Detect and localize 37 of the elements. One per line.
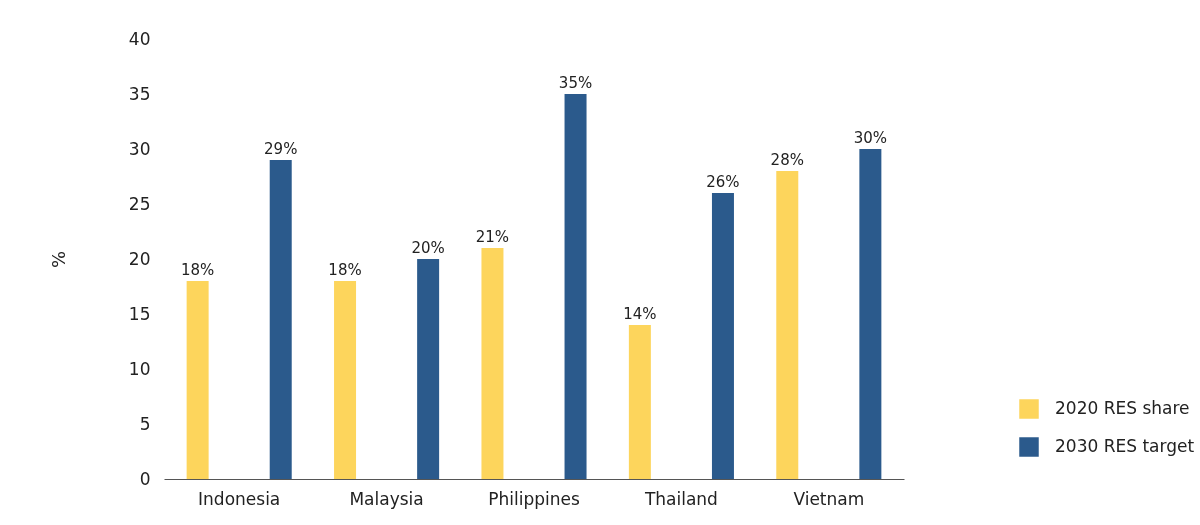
y-tick-label: 35 (128, 83, 151, 104)
bar (711, 193, 734, 479)
y-tick-label: 0 (139, 468, 151, 489)
data-label: 28% (770, 151, 804, 169)
y-tick-label: 30 (128, 138, 151, 159)
bar (417, 259, 440, 479)
y-tick-label: 40 (128, 28, 151, 49)
x-tick-label: Vietnam (793, 488, 865, 509)
x-tick-label: Thailand (643, 488, 718, 509)
x-tick-label: Malaysia (349, 488, 424, 509)
bar (269, 160, 292, 479)
y-tick-label: 15 (128, 303, 151, 324)
legend-label: 2020 RES share (1055, 398, 1190, 418)
y-tick-label: 25 (128, 193, 151, 214)
data-label: 29% (264, 140, 298, 158)
data-label: 14% (623, 305, 657, 323)
data-label: 18% (180, 261, 215, 279)
bar (776, 171, 799, 479)
bar (186, 281, 209, 479)
x-tick-label: Indonesia (198, 488, 281, 509)
x-tick-label: Philippines (488, 488, 580, 509)
bar (481, 248, 504, 479)
y-axis-title: % (47, 250, 69, 269)
data-label: 30% (853, 129, 888, 147)
y-tick-label: 10 (128, 358, 151, 379)
y-tick-label: 5 (139, 413, 151, 434)
bar (628, 325, 651, 479)
data-label: 26% (706, 173, 740, 191)
bar (859, 149, 882, 479)
data-label: 20% (411, 239, 445, 257)
legend-label: 2030 RES target (1055, 436, 1195, 456)
data-label: 18% (328, 261, 362, 279)
bar (564, 94, 587, 479)
data-label: 35% (558, 74, 593, 92)
data-label: 21% (475, 228, 510, 246)
bar (334, 281, 357, 479)
y-tick-label: 20 (128, 248, 151, 269)
